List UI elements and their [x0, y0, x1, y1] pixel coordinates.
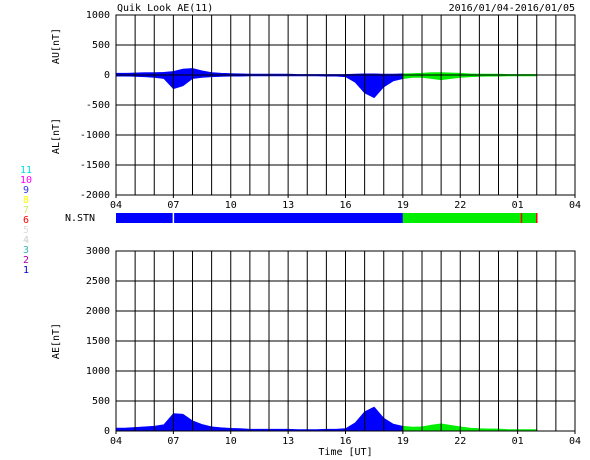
area	[402, 74, 538, 81]
station-legend-entry: 1	[23, 265, 29, 276]
x-tick-label: 19	[397, 436, 409, 447]
x-tick-label: 10	[225, 200, 237, 211]
y-axis-label: AE[nT]	[51, 323, 62, 359]
y-tick-label: 500	[92, 40, 110, 51]
x-tick-label: 13	[282, 200, 294, 211]
station-legend-entry: 10	[20, 175, 32, 186]
area	[115, 74, 404, 99]
area	[402, 72, 538, 76]
y-tick-label: 500	[92, 396, 110, 407]
y-tick-label: -1000	[80, 130, 110, 141]
station-legend-entry: 9	[23, 185, 29, 196]
x-tick-label: 07	[167, 436, 179, 447]
y-tick-label: -2000	[80, 190, 110, 201]
x-tick-label: 10	[225, 436, 237, 447]
x-tick-label: 04	[110, 436, 122, 447]
station-legend-entry: 6	[23, 215, 29, 226]
station-legend-entry: 2	[23, 255, 29, 266]
x-tick-label: 07	[167, 200, 179, 211]
x-tick-label: 01	[512, 200, 524, 211]
x-tick-label: 16	[339, 200, 351, 211]
station-legend-entry: 8	[23, 195, 29, 206]
y-tick-label: 2500	[86, 276, 110, 287]
plot-frame	[115, 250, 576, 432]
x-tick-label: 04	[110, 200, 122, 211]
y-axis-label: AU[nT]	[51, 28, 62, 64]
y-axis-label: AL[nT]	[51, 118, 62, 154]
y-tick-label: -500	[86, 100, 110, 111]
y-tick-label: -1500	[80, 160, 110, 171]
station-legend-entry: 11	[20, 165, 32, 176]
station-legend-entry: 7	[23, 205, 29, 216]
x-tick-label: 22	[454, 436, 466, 447]
x-tick-label: 04	[569, 200, 581, 211]
x-tick-label: 19	[397, 200, 409, 211]
area	[115, 406, 404, 432]
y-tick-label: 1500	[86, 336, 110, 347]
nstn-segment	[402, 213, 537, 223]
date-range: 2016/01/04-2016/01/05	[449, 3, 575, 14]
x-tick-label: 22	[454, 200, 466, 211]
y-tick-label: 1000	[86, 10, 110, 21]
y-tick-label: 1000	[86, 366, 110, 377]
title: Quik Look AE(11)	[117, 3, 213, 14]
y-tick-label: 2000	[86, 306, 110, 317]
station-legend-entry: 5	[23, 225, 29, 236]
x-tick-label: 04	[569, 436, 581, 447]
area	[402, 423, 538, 432]
nstn-label: N.STN	[65, 213, 95, 224]
y-tick-label: 0	[104, 426, 110, 437]
nstn-segment	[116, 213, 403, 223]
station-legend-entry: 4	[23, 235, 29, 246]
area	[115, 68, 404, 76]
x-tick-label: 13	[282, 436, 294, 447]
x-axis-label: Time [UT]	[318, 447, 372, 458]
y-tick-label: 0	[104, 70, 110, 81]
x-tick-label: 01	[512, 436, 524, 447]
x-tick-label: 16	[339, 436, 351, 447]
y-tick-label: 3000	[86, 246, 110, 257]
station-legend-entry: 3	[23, 245, 29, 256]
plot-frame	[115, 14, 576, 196]
